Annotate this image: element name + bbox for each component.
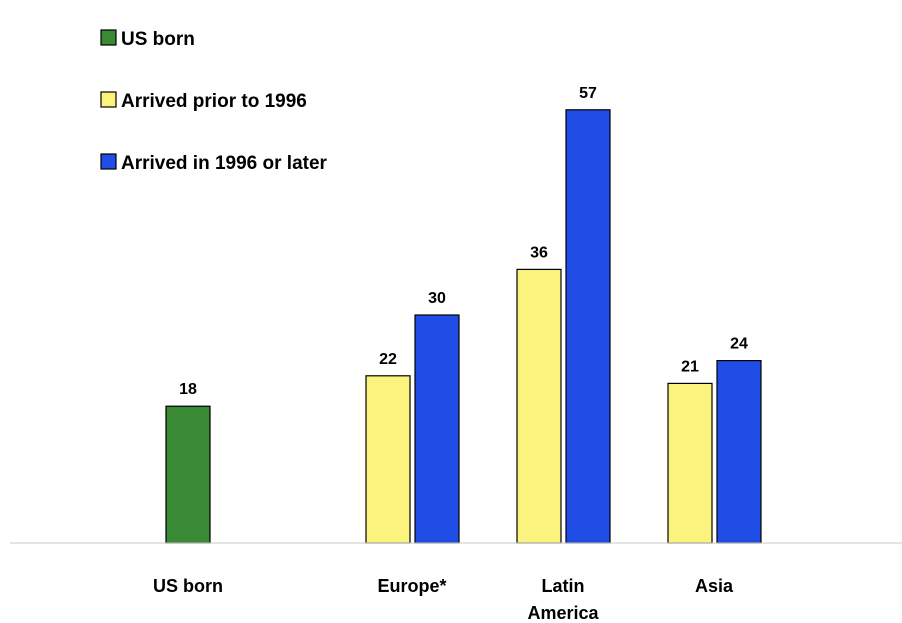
- legend-swatch-1: [100, 29, 117, 46]
- value-labels: 18 22 30 36 57 21 24: [179, 85, 748, 398]
- bar-asia-series-3: [716, 360, 762, 544]
- legend-label-3: Arrived in 1996 or later: [121, 153, 328, 174]
- category-labels: US born Europe* Latin America Asia: [153, 576, 734, 623]
- data-label-us-born-series-1: 18: [179, 381, 197, 398]
- data-label-latin-america-series-3: 57: [579, 85, 597, 102]
- bar-latin-america-series-2: [516, 268, 562, 544]
- bar-europe-series-2: [365, 375, 411, 544]
- legend-label-1: US born: [121, 29, 195, 50]
- legend-swatch-3: [100, 153, 117, 170]
- bars: [165, 109, 762, 544]
- category-label-europe: Europe*: [377, 576, 446, 596]
- data-label-europe-series-3: 30: [428, 290, 446, 307]
- bar-us-born-series-1: [165, 405, 211, 544]
- data-label-latin-america-series-2: 36: [530, 244, 548, 261]
- category-label-latin-america-line-1: Latin: [542, 576, 585, 596]
- category-label-latin-america-line-2: America: [527, 603, 599, 623]
- data-label-asia-series-2: 21: [681, 358, 699, 375]
- data-label-asia-series-3: 24: [730, 336, 748, 353]
- bar-latin-america-series-3: [565, 109, 611, 544]
- data-label-europe-series-2: 22: [379, 351, 397, 368]
- legend-label-2: Arrived prior to 1996: [121, 91, 307, 112]
- legend: US born Arrived prior to 1996 Arrived in 1…: [100, 29, 328, 174]
- bar-asia-series-2: [667, 382, 713, 544]
- category-label-us-born: US born: [153, 576, 223, 596]
- legend-swatch-2: [100, 91, 117, 108]
- bar-europe-series-3: [414, 314, 460, 544]
- category-label-asia: Asia: [695, 576, 734, 596]
